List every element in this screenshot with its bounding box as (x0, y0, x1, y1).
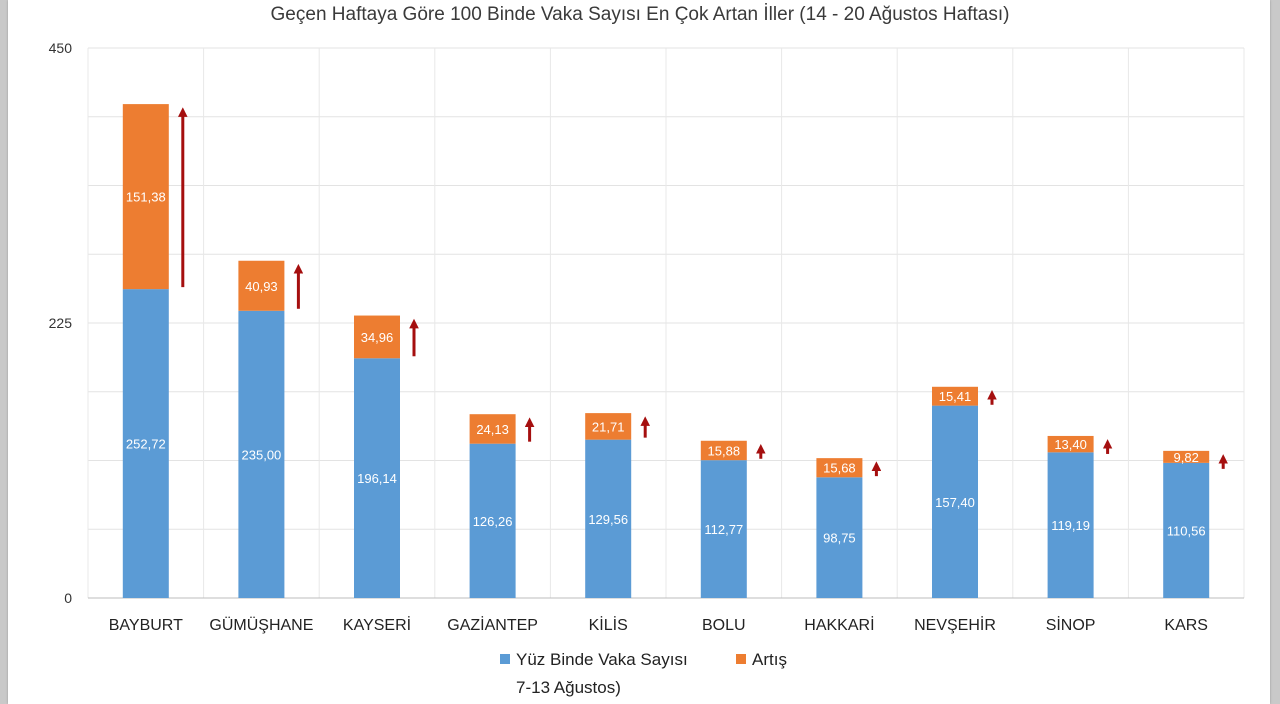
bar-increase (932, 386, 978, 406)
legend-swatch-orange (736, 654, 746, 664)
bar-increase (238, 260, 285, 311)
bar-increase (585, 413, 632, 440)
x-tick-label: KAYSERİ (343, 615, 411, 634)
bar-base (354, 358, 400, 598)
bar-increase (700, 440, 747, 461)
x-tick-label: SİNOP (1046, 615, 1096, 634)
bar-base (932, 405, 978, 598)
x-tick-label: KARS (1164, 617, 1208, 634)
legend-item-series2: Artış (736, 650, 787, 670)
y-tick-label: 225 (49, 315, 73, 331)
x-tick-label: NEVŞEHİR (914, 615, 996, 634)
x-tick-label: BAYBURT (109, 617, 183, 634)
data-label-increase: 34,96 (361, 330, 394, 345)
legend-label-series2: Artış (752, 650, 787, 669)
bar-base (469, 443, 516, 598)
data-label-base: 129,56 (588, 512, 628, 527)
legend-item-series1: Yüz Binde Vaka Sayısı (500, 650, 688, 670)
data-label-base: 110,56 (1167, 523, 1206, 538)
data-label-base: 98,75 (823, 531, 856, 546)
data-label-base: 157,40 (935, 495, 975, 510)
bar-increase (469, 414, 516, 444)
legend-item-series1-line2: 7-13 Ağustos) (516, 678, 621, 698)
x-tick-label: HAKKARİ (804, 615, 874, 634)
data-label-increase: 15,88 (708, 443, 741, 458)
x-tick-label: GÜMÜŞHANE (209, 616, 313, 634)
data-label-increase: 15,41 (939, 389, 972, 404)
data-label-increase: 151,38 (126, 190, 166, 205)
legend-swatch-blue (500, 654, 510, 664)
bar-increase (122, 104, 169, 290)
x-tick-label: BOLU (702, 617, 746, 634)
data-label-increase: 9,82 (1174, 450, 1199, 465)
data-label-base: 112,77 (704, 522, 743, 537)
data-label-increase: 40,93 (245, 279, 278, 294)
data-label-increase: 13,40 (1054, 437, 1087, 452)
bar-increase (816, 458, 863, 478)
data-label-base: 126,26 (473, 514, 513, 529)
bar-base (585, 439, 632, 598)
bar-increase (1163, 450, 1210, 463)
bar-increase (1047, 435, 1094, 453)
bar-base (816, 477, 863, 598)
data-label-base: 196,14 (357, 471, 397, 486)
chart-title: Geçen Haftaya Göre 100 Binde Vaka Sayısı… (270, 4, 1010, 25)
y-tick-label: 0 (64, 590, 72, 606)
x-tick-label: KİLİS (589, 615, 628, 634)
bar-increase (354, 315, 400, 359)
bar-base (700, 460, 747, 598)
x-tick-label: GAZİANTEP (447, 615, 538, 634)
bar-base (122, 289, 169, 598)
data-label-base: 119,19 (1051, 518, 1090, 533)
bar-base (1163, 462, 1210, 598)
data-label-increase: 24,13 (476, 422, 509, 437)
data-label-base: 252,72 (126, 437, 166, 452)
data-label-increase: 21,71 (592, 419, 625, 434)
legend-label-series1: Yüz Binde Vaka Sayısı (516, 650, 688, 669)
bar-base (238, 310, 285, 598)
bar-base (1047, 452, 1094, 598)
data-label-base: 235,00 (242, 447, 282, 462)
y-tick-label: 450 (49, 40, 73, 56)
data-label-increase: 15,68 (823, 461, 856, 476)
legend-label-series1-line2: 7-13 Ağustos) (516, 678, 621, 697)
